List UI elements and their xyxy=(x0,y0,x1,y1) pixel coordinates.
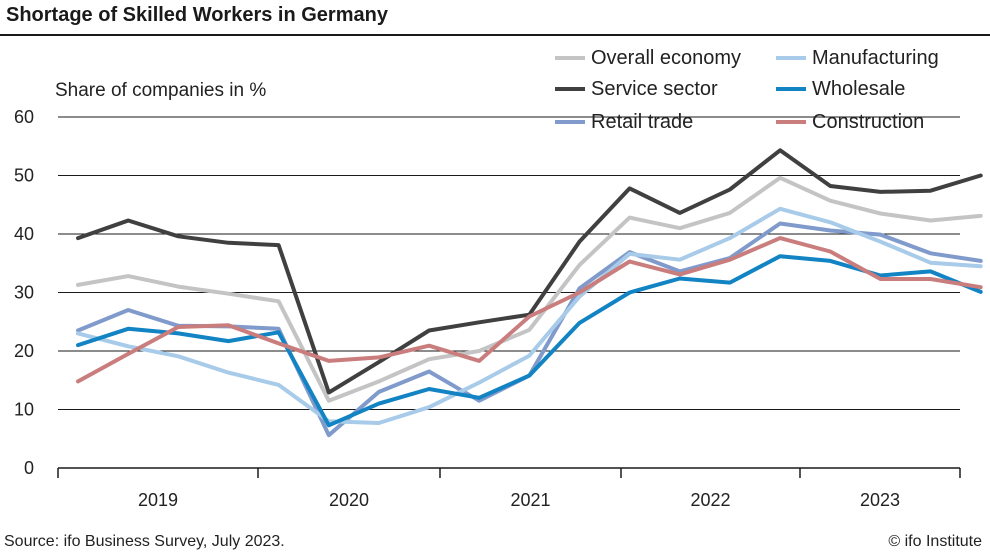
series-line-construction xyxy=(76,236,983,384)
legend-label: Construction xyxy=(812,110,925,133)
y-tick-label: 30 xyxy=(14,283,34,303)
legend-entry-wholesale: Wholesale xyxy=(776,76,905,102)
title-divider xyxy=(0,34,990,36)
legend-swatch xyxy=(776,87,806,91)
legend-label: Overall economy xyxy=(591,46,742,69)
legend-swatch xyxy=(555,120,585,124)
source-note: Source: ifo Business Survey, July 2023. xyxy=(4,533,285,550)
x-tick-label-2019: 2019 xyxy=(138,490,178,510)
series-line-manufacturing xyxy=(76,206,983,425)
legend-label: Manufacturing xyxy=(812,46,939,69)
y-tick-label: 50 xyxy=(14,166,34,186)
legend-entry-construction: Construction xyxy=(776,109,924,135)
legend-swatch xyxy=(776,120,806,124)
y-tick-label: 60 xyxy=(14,107,34,127)
legend-swatch xyxy=(776,56,806,60)
x-tick-label-2020: 2020 xyxy=(329,490,369,510)
legend-swatch xyxy=(555,56,585,60)
legend-entry-service-sector: Service sector xyxy=(555,76,718,102)
y-tick-label: 40 xyxy=(14,224,34,244)
legend-label: Retail trade xyxy=(591,110,694,133)
y-tick-label: 20 xyxy=(14,341,34,361)
y-axis-label: Share of companies in % xyxy=(55,80,267,101)
legend-entry-overall-economy: Overall economy xyxy=(555,45,741,71)
series-line-overall-economy xyxy=(76,175,983,403)
legend-entry-manufacturing: Manufacturing xyxy=(776,45,939,71)
legend-label: Service sector xyxy=(591,77,718,100)
chart-title: Shortage of Skilled Workers in Germany xyxy=(6,4,388,26)
legend-entry-retail-trade: Retail trade xyxy=(555,109,693,135)
y-tick-label: 10 xyxy=(14,400,34,420)
legend-label: Wholesale xyxy=(812,77,906,100)
x-tick-label-2022: 2022 xyxy=(690,490,730,510)
legend-swatch xyxy=(555,87,585,91)
x-tick-label-2021: 2021 xyxy=(510,490,550,510)
copyright-note: © ifo Institute xyxy=(888,533,982,550)
y-tick-label: 0 xyxy=(24,458,34,478)
series-line-wholesale xyxy=(76,254,983,428)
x-tick-label-2023: 2023 xyxy=(860,490,900,510)
